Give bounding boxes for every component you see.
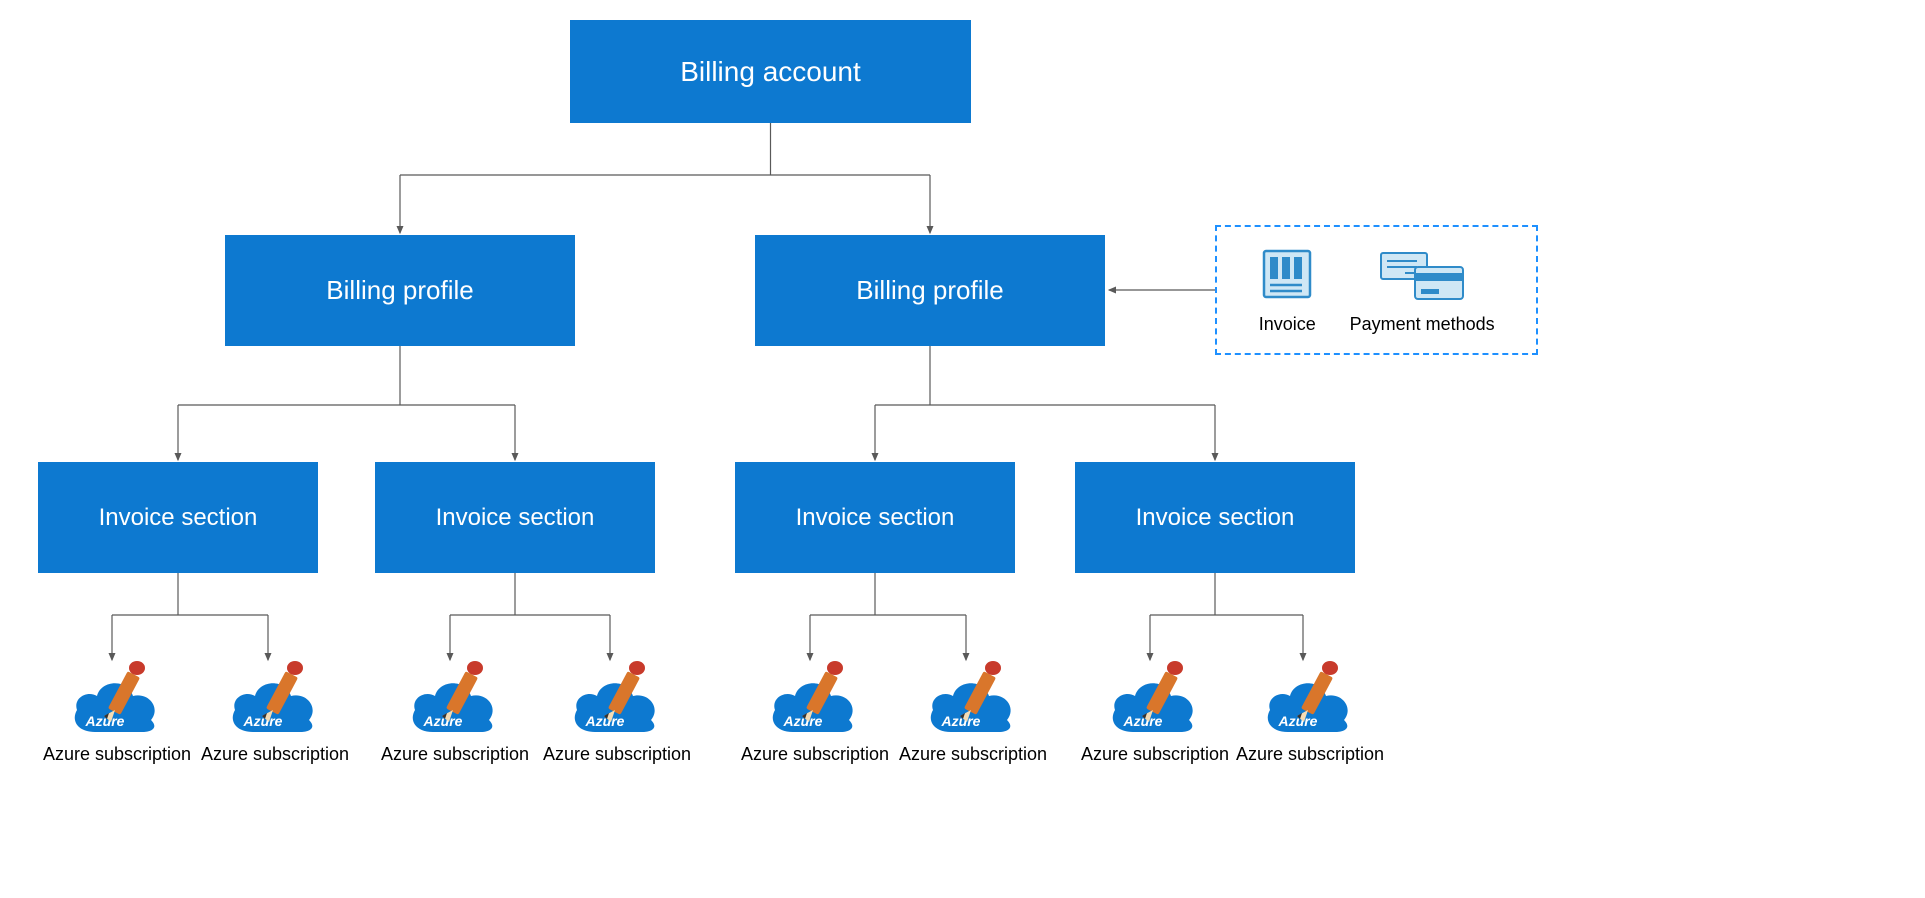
- node-azure-subscription: Azure Azure subscription: [42, 660, 192, 765]
- node-azure-subscription: Azure Azure subscription: [200, 660, 350, 765]
- node-billing-account: Billing account: [570, 20, 971, 123]
- svg-text:Azure: Azure: [85, 713, 125, 729]
- callout-item-invoice: Invoice: [1258, 245, 1316, 335]
- callout-invoice-payment: Invoice Payment methods: [1215, 225, 1538, 355]
- svg-text:Azure: Azure: [423, 713, 463, 729]
- subscription-label: Azure subscription: [542, 744, 692, 765]
- node-label: Billing profile: [326, 275, 473, 306]
- azure-subscription-icon: Azure: [923, 660, 1023, 740]
- svg-text:Azure: Azure: [941, 713, 981, 729]
- node-azure-subscription: Azure Azure subscription: [542, 660, 692, 765]
- node-label: Invoice section: [796, 504, 955, 532]
- azure-subscription-icon: Azure: [67, 660, 167, 740]
- node-billing-profile: Billing profile: [755, 235, 1105, 346]
- node-invoice-section: Invoice section: [375, 462, 655, 573]
- callout-item-payment: Payment methods: [1350, 245, 1495, 335]
- svg-text:Azure: Azure: [1278, 713, 1318, 729]
- azure-subscription-icon: Azure: [1105, 660, 1205, 740]
- node-label: Billing account: [680, 56, 861, 88]
- svg-text:Azure: Azure: [585, 713, 625, 729]
- node-azure-subscription: Azure Azure subscription: [1235, 660, 1385, 765]
- azure-subscription-icon: Azure: [405, 660, 505, 740]
- azure-subscription-icon: Azure: [765, 660, 865, 740]
- invoice-icon: [1258, 245, 1316, 303]
- callout-label: Payment methods: [1350, 314, 1495, 335]
- node-invoice-section: Invoice section: [1075, 462, 1355, 573]
- node-azure-subscription: Azure Azure subscription: [898, 660, 1048, 765]
- node-azure-subscription: Azure Azure subscription: [740, 660, 890, 765]
- azure-subscription-icon: Azure: [1260, 660, 1360, 740]
- node-label: Invoice section: [99, 504, 258, 532]
- svg-text:Azure: Azure: [783, 713, 823, 729]
- node-label: Invoice section: [436, 504, 595, 532]
- subscription-label: Azure subscription: [380, 744, 530, 765]
- subscription-label: Azure subscription: [740, 744, 890, 765]
- node-azure-subscription: Azure Azure subscription: [380, 660, 530, 765]
- node-label: Billing profile: [856, 275, 1003, 306]
- subscription-label: Azure subscription: [200, 744, 350, 765]
- node-invoice-section: Invoice section: [38, 462, 318, 573]
- subscription-label: Azure subscription: [42, 744, 192, 765]
- azure-subscription-icon: Azure: [225, 660, 325, 740]
- callout-label: Invoice: [1258, 314, 1316, 335]
- subscription-label: Azure subscription: [898, 744, 1048, 765]
- node-invoice-section: Invoice section: [735, 462, 1015, 573]
- node-azure-subscription: Azure Azure subscription: [1080, 660, 1230, 765]
- azure-subscription-icon: Azure: [567, 660, 667, 740]
- subscription-label: Azure subscription: [1235, 744, 1385, 765]
- svg-text:Azure: Azure: [1123, 713, 1163, 729]
- payment-methods-icon: [1377, 245, 1467, 303]
- subscription-label: Azure subscription: [1080, 744, 1230, 765]
- node-label: Invoice section: [1136, 504, 1295, 532]
- svg-text:Azure: Azure: [243, 713, 283, 729]
- node-billing-profile: Billing profile: [225, 235, 575, 346]
